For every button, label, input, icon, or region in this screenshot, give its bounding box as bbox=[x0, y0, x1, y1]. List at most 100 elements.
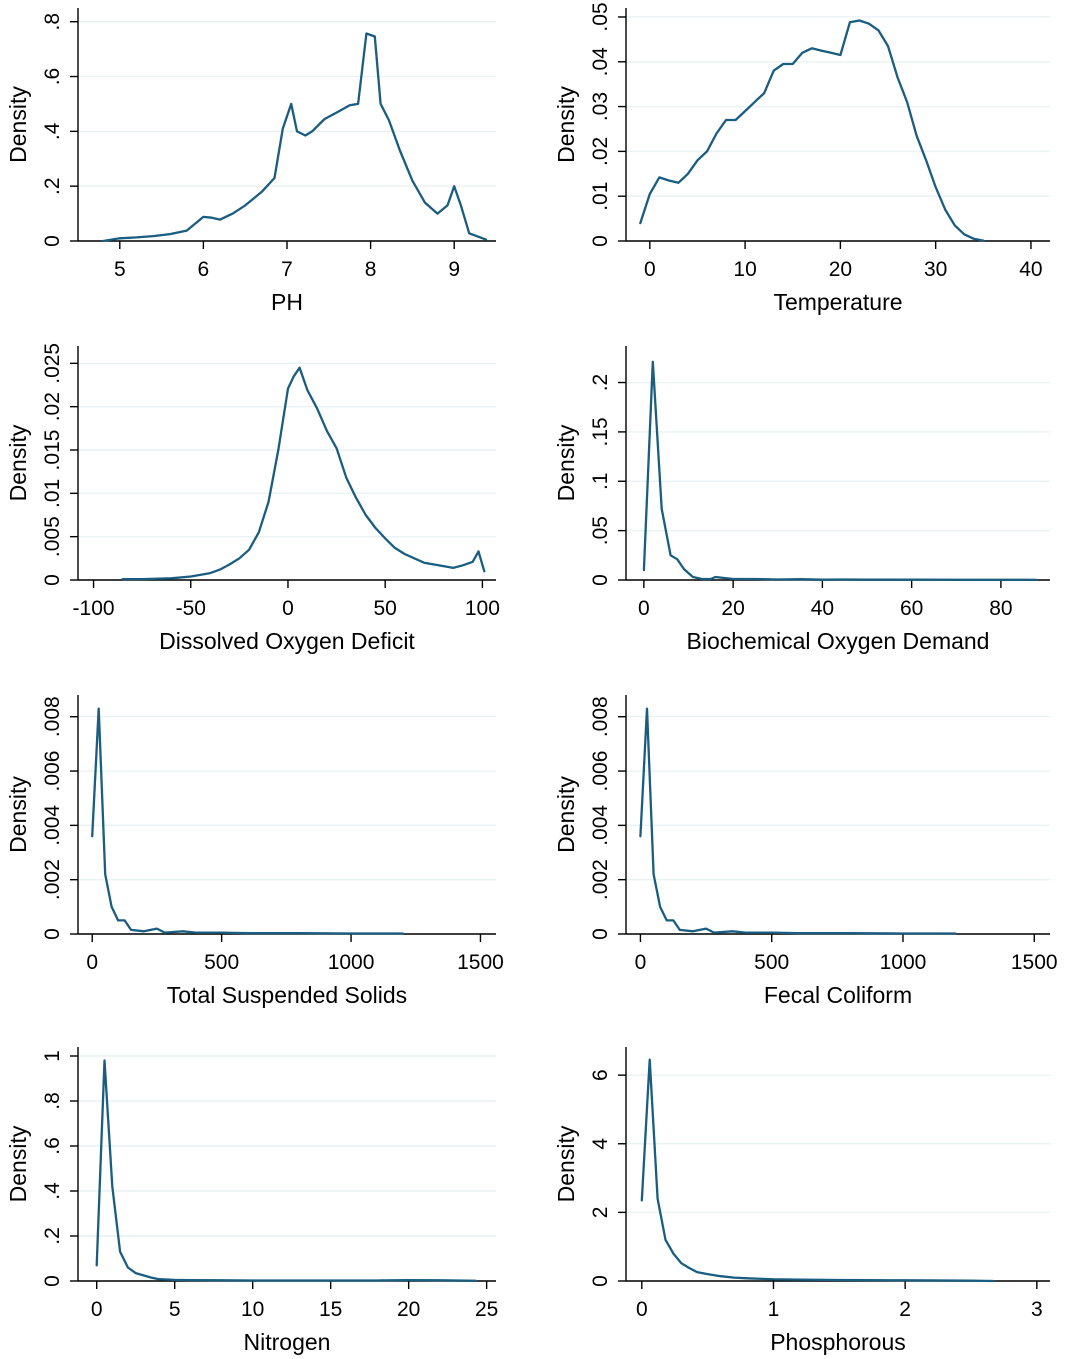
y-axis-title: Density bbox=[553, 424, 579, 501]
x-tick-label: 0 bbox=[86, 951, 98, 974]
y-tick-label: 2 bbox=[589, 1207, 612, 1219]
x-tick-label: 1000 bbox=[880, 951, 927, 974]
x-axis-title: Phosphorous bbox=[770, 1329, 906, 1355]
y-tick-label: .006 bbox=[41, 751, 64, 792]
y-tick-label: 0 bbox=[41, 928, 64, 940]
x-tick-label: 2 bbox=[899, 1298, 911, 1321]
x-tick-label: 25 bbox=[475, 1298, 498, 1321]
density-line bbox=[121, 366, 486, 581]
x-tick-label: 1500 bbox=[457, 951, 504, 974]
y-tick-label: .006 bbox=[589, 751, 612, 792]
x-tick-label: 8 bbox=[365, 258, 377, 281]
y-axis-title: Density bbox=[553, 1125, 579, 1202]
x-tick-label: 500 bbox=[204, 951, 239, 974]
x-tick-label: -100 bbox=[73, 597, 115, 620]
y-tick-label: .002 bbox=[41, 859, 64, 900]
chart-panel-3: 0 .005 .01 .015 .02 .025 -100 -50 0 50 100 Dissolve… bbox=[5, 343, 500, 654]
x-axis-title: Temperature bbox=[773, 289, 902, 315]
y-axis-title: Density bbox=[553, 776, 579, 853]
chart-panel-4: 0 .05 .1 .15 .2 0 20 40 60 80 Biochemical Oxygen D… bbox=[553, 346, 1050, 654]
x-tick-label: 60 bbox=[900, 597, 923, 620]
y-tick-label: 0 bbox=[589, 235, 612, 247]
y-axis-title: Density bbox=[553, 86, 579, 163]
y-tick-label: 1 bbox=[41, 1050, 64, 1062]
y-axis-title: Density bbox=[5, 86, 31, 163]
y-tick-label: .01 bbox=[41, 479, 64, 508]
y-tick-label: 0 bbox=[589, 574, 612, 586]
x-tick-label: 1500 bbox=[1011, 951, 1058, 974]
y-tick-label: 0 bbox=[41, 574, 64, 586]
y-tick-label: .008 bbox=[41, 696, 64, 737]
x-tick-label: 10 bbox=[733, 258, 756, 281]
y-axis-title: Density bbox=[5, 776, 31, 853]
x-tick-label: 6 bbox=[198, 258, 210, 281]
y-tick-label: .005 bbox=[41, 516, 64, 557]
y-tick-label: .01 bbox=[589, 182, 612, 211]
x-tick-label: 15 bbox=[319, 1298, 342, 1321]
x-tick-label: 0 bbox=[635, 951, 647, 974]
density-line bbox=[639, 19, 985, 242]
x-tick-label: 7 bbox=[281, 258, 293, 281]
x-tick-label: 0 bbox=[91, 1298, 103, 1321]
x-tick-label: 40 bbox=[811, 597, 834, 620]
x-tick-label: 10 bbox=[241, 1298, 264, 1321]
y-tick-label: 0 bbox=[589, 1275, 612, 1287]
y-tick-label: .4 bbox=[41, 1182, 64, 1200]
x-tick-label: 30 bbox=[924, 258, 947, 281]
y-tick-label: .02 bbox=[589, 137, 612, 166]
x-tick-label: 20 bbox=[829, 258, 852, 281]
y-tick-label: .03 bbox=[589, 92, 612, 121]
chart-panel-2: 0 .01 .02 .03 .04 .05 0 10 20 30 40 Temperature Dens… bbox=[553, 2, 1050, 315]
y-tick-label: .002 bbox=[589, 859, 612, 900]
x-tick-label: 20 bbox=[721, 597, 744, 620]
x-axis-title: PH bbox=[271, 289, 303, 315]
y-tick-label: .025 bbox=[41, 343, 64, 384]
y-tick-label: 0 bbox=[41, 1275, 64, 1287]
y-tick-label: .1 bbox=[589, 473, 612, 491]
chart-panel-6: 0 .002 .004 .006 .008 0 500 1000 1500 Fecal Colif… bbox=[553, 695, 1058, 1008]
density-line bbox=[640, 1058, 995, 1283]
y-axis-title: Density bbox=[5, 424, 31, 501]
x-tick-label: 100 bbox=[465, 597, 500, 620]
density-line bbox=[91, 707, 404, 935]
x-tick-label: 50 bbox=[374, 597, 397, 620]
x-tick-label: 20 bbox=[397, 1298, 420, 1321]
y-tick-label: .2 bbox=[589, 374, 612, 392]
y-tick-label: 0 bbox=[589, 928, 612, 940]
y-tick-label: .004 bbox=[41, 805, 64, 846]
x-tick-label: 1000 bbox=[328, 951, 375, 974]
y-tick-label: .02 bbox=[41, 392, 64, 421]
x-tick-label: 3 bbox=[1031, 1298, 1043, 1321]
x-tick-label: 5 bbox=[169, 1298, 181, 1321]
y-tick-label: .2 bbox=[41, 1227, 64, 1245]
density-line bbox=[101, 32, 488, 243]
density-line bbox=[639, 707, 957, 935]
y-tick-label: .8 bbox=[41, 1092, 64, 1110]
y-tick-label: .015 bbox=[41, 430, 64, 471]
y-tick-label: .6 bbox=[41, 1137, 64, 1155]
chart-panel-1: 0 .2 .4 .6 .8 5 6 7 8 9 PH Density bbox=[5, 8, 496, 315]
y-tick-label: 4 bbox=[589, 1138, 612, 1150]
x-tick-label: 80 bbox=[989, 597, 1012, 620]
x-tick-label: -50 bbox=[176, 597, 206, 620]
chart-panel-8: 0 2 4 6 0 1 2 3 Phosphorous Density bbox=[553, 1047, 1050, 1355]
y-tick-label: .04 bbox=[589, 47, 612, 77]
y-tick-label: .6 bbox=[41, 68, 64, 86]
y-tick-label: .15 bbox=[589, 417, 612, 446]
x-tick-label: 0 bbox=[644, 258, 656, 281]
x-axis-title: Total Suspended Solids bbox=[167, 982, 407, 1008]
y-tick-label: .05 bbox=[589, 516, 612, 545]
y-tick-label: .2 bbox=[41, 177, 64, 195]
y-tick-label: .05 bbox=[589, 2, 612, 31]
x-axis-title: Biochemical Oxygen Demand bbox=[687, 628, 990, 654]
x-tick-label: 5 bbox=[114, 258, 126, 281]
y-tick-label: .8 bbox=[41, 13, 64, 31]
density-line bbox=[95, 1059, 477, 1282]
x-axis-title: Nitrogen bbox=[244, 1329, 331, 1355]
y-tick-label: .4 bbox=[41, 122, 64, 140]
x-tick-label: 9 bbox=[448, 258, 460, 281]
x-axis-title: Fecal Coliform bbox=[764, 982, 912, 1008]
y-tick-label: .004 bbox=[589, 805, 612, 846]
